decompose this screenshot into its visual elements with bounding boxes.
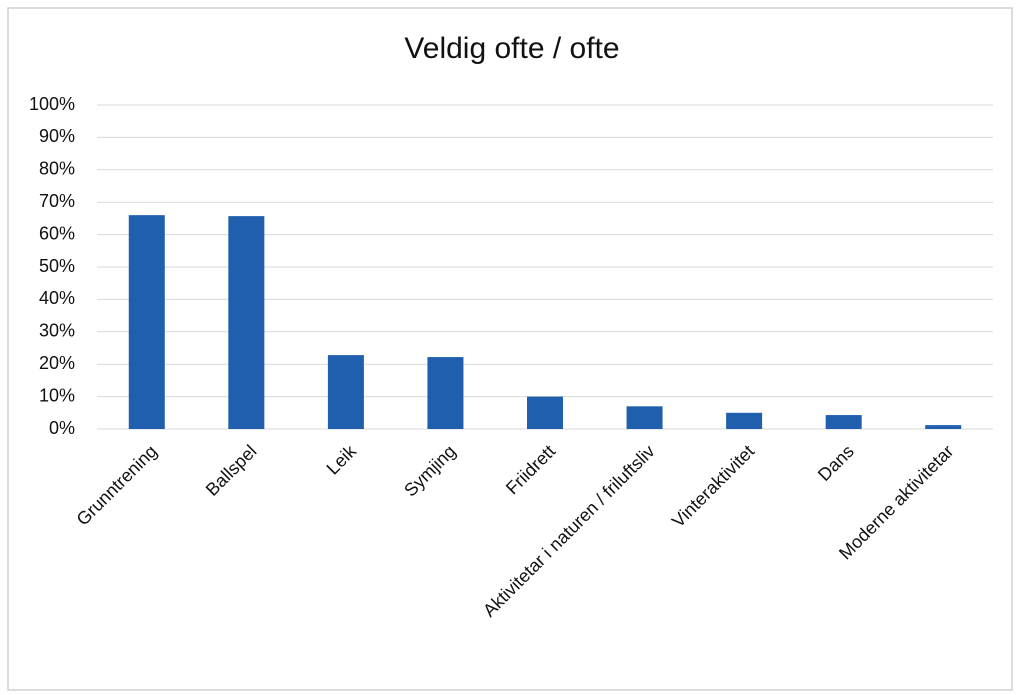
bar: [427, 357, 464, 429]
bar: [825, 415, 862, 429]
chart-title: Veldig ofte / ofte: [404, 32, 619, 65]
bar: [925, 425, 962, 429]
chart-frame: [7, 7, 1013, 691]
y-tick-label: 30%: [39, 321, 75, 341]
bar: [626, 406, 663, 429]
bar: [228, 216, 265, 429]
y-tick-label: 10%: [39, 385, 75, 405]
y-tick-label: 40%: [39, 288, 75, 308]
bar: [527, 396, 563, 429]
y-tick-label: 90%: [39, 126, 75, 146]
y-tick-label: 20%: [39, 353, 75, 373]
y-tick-label: 100%: [29, 94, 75, 114]
y-tick-label: 70%: [39, 191, 75, 211]
bar: [327, 355, 364, 429]
bar: [726, 412, 763, 429]
bar: [128, 215, 165, 429]
y-tick-label: 60%: [39, 223, 75, 243]
y-tick-label: 50%: [39, 256, 75, 276]
y-tick-label: 0%: [49, 418, 75, 438]
y-tick-label: 80%: [39, 159, 75, 179]
